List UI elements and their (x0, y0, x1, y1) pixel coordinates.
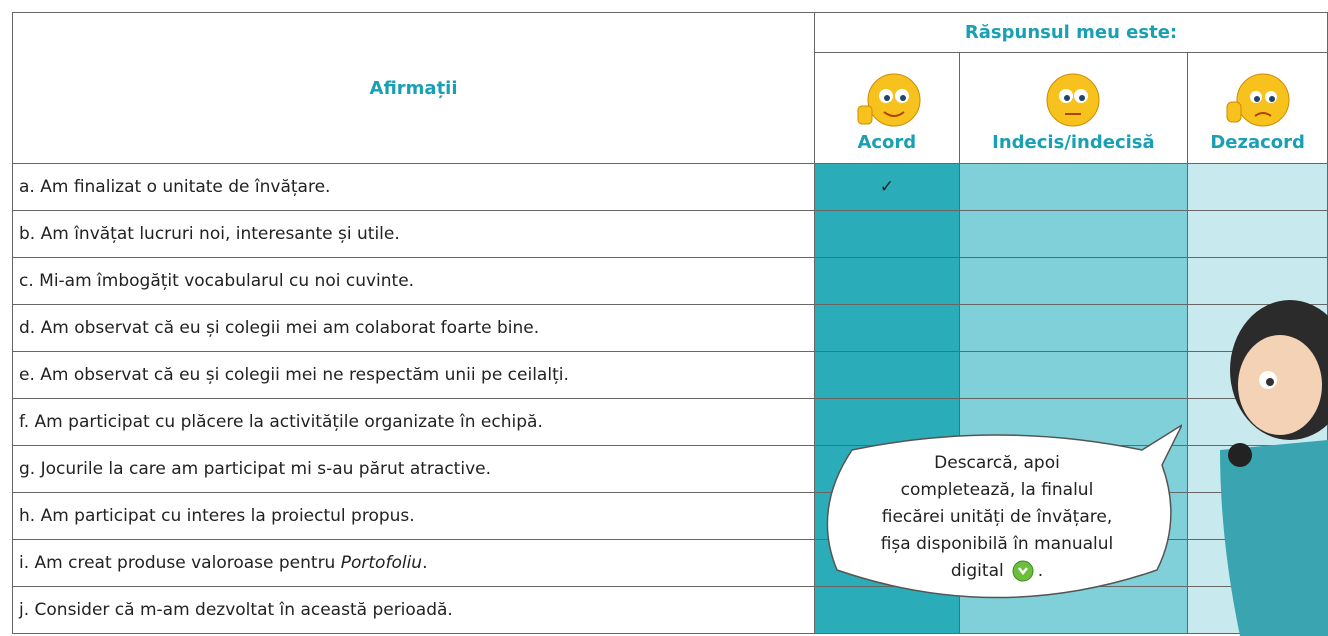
bubble-line: completează, la finalul (900, 480, 1094, 500)
download-icon (1012, 560, 1034, 582)
bubble-text: Descarcă, apoi completează, la finalul fie… (818, 450, 1176, 585)
bubble-line: digital. (950, 560, 1044, 582)
col-label: Acord (857, 131, 917, 153)
indecis-cell (958, 163, 1189, 211)
col-header: Acord (814, 52, 960, 164)
row: e. Am observat că eu și colegii mei ne r… (11, 351, 1328, 399)
acord-cell (814, 398, 960, 446)
row: f. Am participat cu plăcere la activităț… (11, 398, 1328, 446)
statement-text: g. Jocurile la care am participat mi s-a… (19, 459, 491, 479)
col-header: Dezacord (1187, 52, 1328, 164)
dezacord-cell (1187, 257, 1328, 305)
statement-text: j. Consider că m-am dezvoltat în această… (19, 600, 453, 620)
statement: c. Mi-am îmbogățit vocabularul cu noi cu… (11, 257, 816, 305)
statement: i. Am creat produse valoroase pentru Por… (11, 539, 816, 587)
bubble-line: Descarcă, apoi (934, 453, 1060, 473)
statement: b. Am învățat lucruri noi, interesante ș… (11, 210, 816, 258)
statement: d. Am observat că eu și colegii mei am c… (11, 304, 816, 352)
statement-text: e. Am observat că eu și colegii mei ne r… (19, 365, 569, 385)
row: d. Am observat că eu și colegii mei am c… (11, 304, 1328, 352)
bubble-end: . (1037, 561, 1044, 581)
speech-bubble (826, 424, 1182, 599)
row: c. Mi-am îmbogățit vocabularul cu noi cu… (11, 257, 1328, 305)
statement-text: c. Mi-am îmbogățit vocabularul cu noi cu… (19, 271, 415, 291)
face-icon (1046, 73, 1100, 126)
acord-cell (814, 210, 960, 258)
acord-cell (814, 351, 960, 399)
statement: a. Am finalizat o unitate de învățare. (11, 163, 816, 211)
acord-cell (814, 586, 960, 634)
acord-cell: ✓ (814, 163, 960, 211)
indecis-cell (958, 351, 1189, 399)
col-header: Indecis/indecisă (958, 52, 1189, 164)
row: b. Am învățat lucruri noi, interesante ș… (11, 210, 1328, 258)
acord-cell (814, 304, 960, 352)
indecis-cell (958, 210, 1189, 258)
face-icon (857, 73, 921, 126)
statement-text: i. Am creat produse valoroase pentru (19, 553, 341, 573)
statement: e. Am observat că eu și colegii mei ne r… (11, 351, 816, 399)
statement-text: a. Am finalizat o unitate de învățare. (19, 177, 331, 197)
statement-text: . (422, 553, 428, 573)
acord-cell (814, 257, 960, 305)
statement-text: Portofoliu (340, 553, 423, 573)
statement: f. Am participat cu plăcere la activităț… (11, 398, 816, 446)
bubble-line: fiecărei unități de învățare, (881, 507, 1113, 527)
response-title: Răspunsul meu este: (814, 12, 1328, 53)
dezacord-cell (1187, 210, 1328, 258)
statement-text: b. Am învățat lucruri noi, interesante ș… (19, 224, 400, 244)
statement: j. Consider că m-am dezvoltat în această… (11, 586, 816, 634)
indecis-cell (958, 257, 1189, 305)
statement-text: h. Am participat cu interes la proiectul… (19, 506, 415, 526)
statement: h. Am participat cu interes la proiectul… (11, 492, 816, 540)
statement: g. Jocurile la care am participat mi s-a… (11, 445, 816, 493)
dezacord-cell (1187, 163, 1328, 211)
col-label: Indecis/indecisă (992, 131, 1155, 153)
girl-illustration (1220, 300, 1328, 636)
header-title: Afirmații (11, 12, 816, 164)
indecis-cell (958, 304, 1189, 352)
bubble-line: fișa disponibilă în manualul (880, 534, 1114, 554)
face-icon (1226, 73, 1290, 126)
statement-text: d. Am observat că eu și colegii mei am c… (19, 318, 540, 338)
row: a. Am finalizat o unitate de învățare. ✓ (11, 163, 1328, 211)
checkmark: ✓ (879, 177, 894, 197)
statement-text: f. Am participat cu plăcere la activităț… (19, 412, 543, 432)
col-label: Dezacord (1210, 131, 1305, 153)
